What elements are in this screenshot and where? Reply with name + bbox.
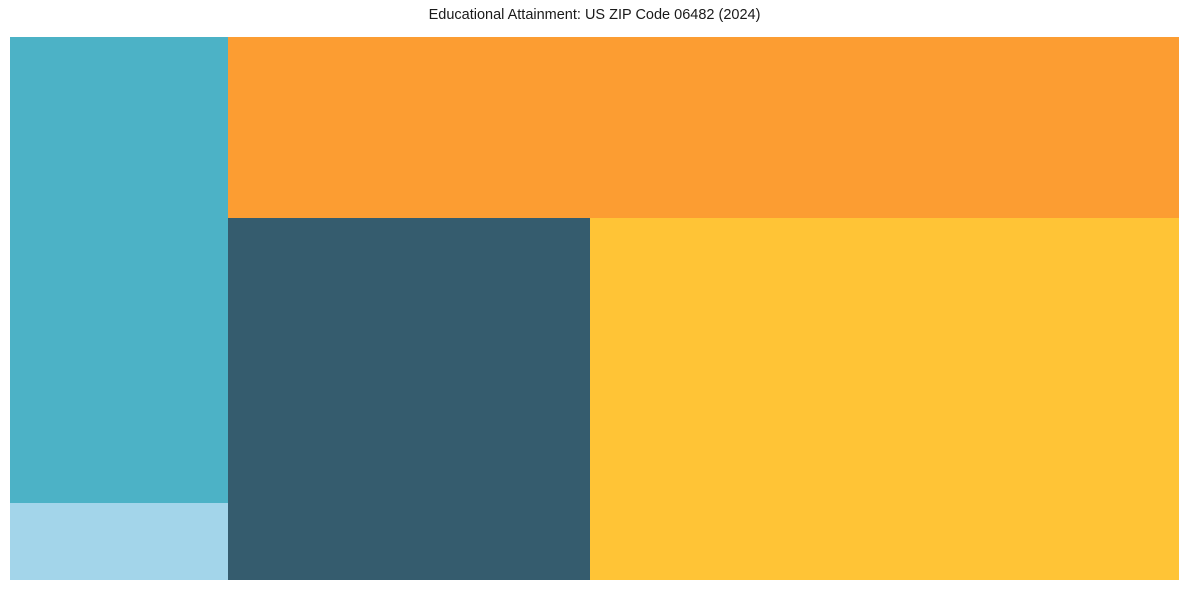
tile-teal[interactable] xyxy=(10,37,228,503)
treemap-plot-area xyxy=(10,37,1179,580)
tile-light-blue[interactable] xyxy=(10,503,228,580)
tile-orange[interactable] xyxy=(228,37,1179,218)
tile-yellow[interactable] xyxy=(590,218,1179,580)
tile-dark-slate[interactable] xyxy=(228,218,590,580)
chart-title: Educational Attainment: US ZIP Code 0648… xyxy=(428,7,761,23)
